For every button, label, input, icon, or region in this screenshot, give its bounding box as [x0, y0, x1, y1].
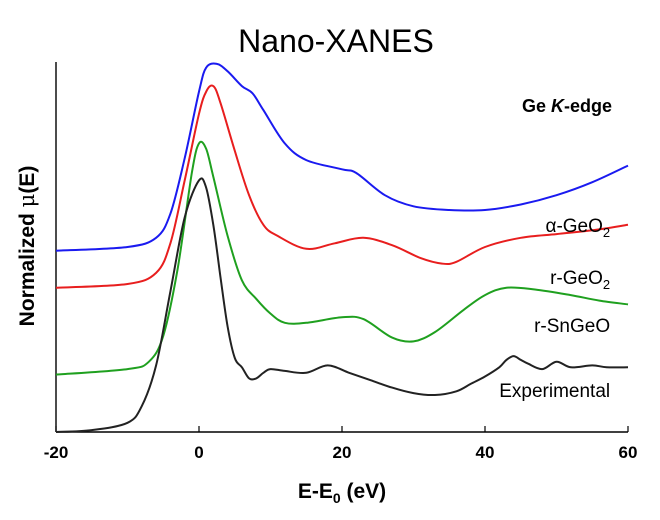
x-axis-label: E-E0 (eV): [298, 480, 386, 506]
x-ticks: -20 0 20 40 60: [44, 426, 638, 462]
series-label: α-GeO2: [545, 216, 610, 240]
series-label: r-SnGeO: [534, 316, 610, 337]
x-tick-label: 60: [619, 443, 638, 462]
series-group: [55, 62, 629, 433]
chart-title: Nano-XANES: [238, 23, 434, 59]
x-tick-label: 40: [476, 443, 495, 462]
plot-frame: [55, 62, 628, 433]
series-line--geo2: [55, 62, 629, 252]
series-label: r-GeO2: [550, 268, 610, 292]
curve-labels: α-GeO2 r-GeO2 r-SnGeO Experimental: [499, 216, 610, 402]
x-tick-label: 20: [333, 443, 352, 462]
series-line-r-sngeo: [55, 140, 629, 376]
series-label: Experimental: [499, 381, 610, 402]
x-tick-label: 0: [194, 443, 203, 462]
series-line-experimental: [55, 177, 629, 433]
x-tick-label: -20: [44, 443, 69, 462]
series-line-r-geo2: [55, 84, 629, 289]
y-axis-label: Normalized μ(E): [15, 166, 39, 327]
edge-label: Ge K-edge: [522, 96, 612, 116]
